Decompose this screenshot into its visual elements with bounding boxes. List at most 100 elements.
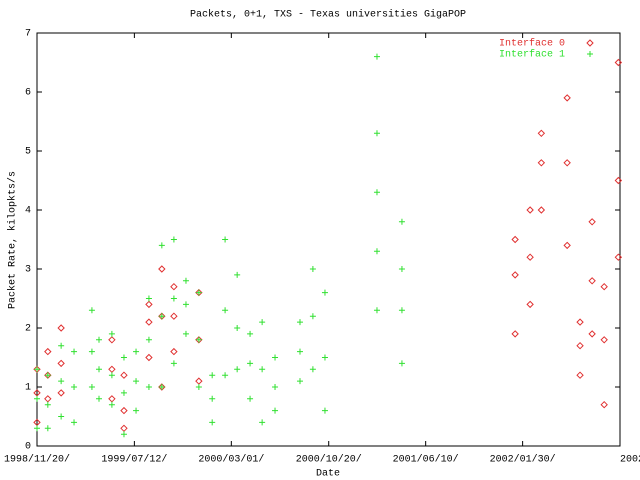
data-point [373,53,380,60]
data-point [576,318,584,326]
data-point [145,353,153,362]
data-point [588,277,596,285]
data-point [57,359,65,368]
data-point [34,366,40,373]
y-tick-label: 5 [25,147,31,158]
data-point [88,384,95,390]
data-point [158,242,165,249]
data-point [398,360,405,367]
data-point [296,348,303,355]
data-point [58,342,65,349]
data-point [158,265,166,273]
data-point [88,307,95,314]
y-tick-label: 6 [25,88,31,99]
data-point [511,330,519,338]
data-point [234,366,241,373]
data-point [576,341,584,350]
data-point [108,336,116,344]
data-point [145,384,152,390]
x-tick-label: 1998/11/20/ [4,454,70,466]
data-point [133,407,140,414]
legend-marker [587,51,593,57]
data-point [108,401,115,408]
data-point [170,282,178,291]
data-point [57,389,65,397]
data-point [44,395,52,403]
data-point [272,354,279,361]
legend-marker [586,39,594,47]
data-point [195,336,202,343]
data-point [373,130,380,137]
data-point [222,236,229,243]
data-point [44,372,51,379]
data-point [614,253,623,261]
plot-frame [36,32,621,447]
x-axis-label: Date [316,469,340,480]
data-point [398,218,405,225]
data-point [526,253,534,261]
y-tick-label: 0 [25,442,31,453]
data-point [296,319,303,326]
data-point [526,206,534,214]
data-point [247,395,254,402]
data-point [511,271,519,279]
data-point [259,419,266,426]
data-point [44,347,52,356]
data-point [537,159,546,167]
data-point [234,271,241,278]
data-point [96,336,103,343]
data-point [170,236,177,243]
data-point [588,218,596,226]
data-point [182,301,189,308]
data-point [247,330,254,337]
data-point [120,431,127,438]
x-tick-label: 2002/01/30/ [490,454,556,466]
data-point [133,348,140,355]
data-point [58,413,65,420]
data-point [614,58,623,67]
data-point [398,266,405,272]
data-point [272,384,279,390]
data-point [272,407,279,414]
data-point [222,307,229,314]
data-point [182,330,189,337]
data-point [170,347,178,356]
data-point [563,241,571,250]
data-point [96,395,103,402]
data-point [44,401,51,408]
y-tick-label: 2 [25,324,31,335]
data-point [259,319,266,326]
data-point [563,94,571,102]
data-point [71,348,78,355]
data-point [373,189,380,196]
data-point [34,395,40,402]
data-point [600,282,608,291]
data-point [96,366,103,373]
data-point [563,159,571,167]
x-tick-label: 2000/10/20/ [296,454,362,466]
y-tick-label: 3 [25,265,31,276]
data-point [526,300,534,309]
data-point [537,206,546,214]
data-point [145,295,152,302]
x-tick-label: 2001/06/10/ [393,454,459,466]
data-point [373,248,380,255]
data-point [145,300,153,309]
data-point [296,378,303,385]
data-point [120,354,127,361]
data-point [170,312,178,320]
data-point [614,176,623,185]
data-point [158,313,165,320]
data-point [58,378,65,385]
data-point [537,129,546,138]
x-tick-label: 1999/07/12/ [101,454,167,466]
data-point [120,424,128,433]
chart-title: Packets, 0+1, TXS - Texas universities G… [190,9,466,21]
data-point [108,372,115,379]
legend-label: Interface 0 [499,38,565,50]
data-point [321,407,328,414]
data-point [309,266,316,272]
data-point [44,425,51,432]
data-point [373,307,380,314]
